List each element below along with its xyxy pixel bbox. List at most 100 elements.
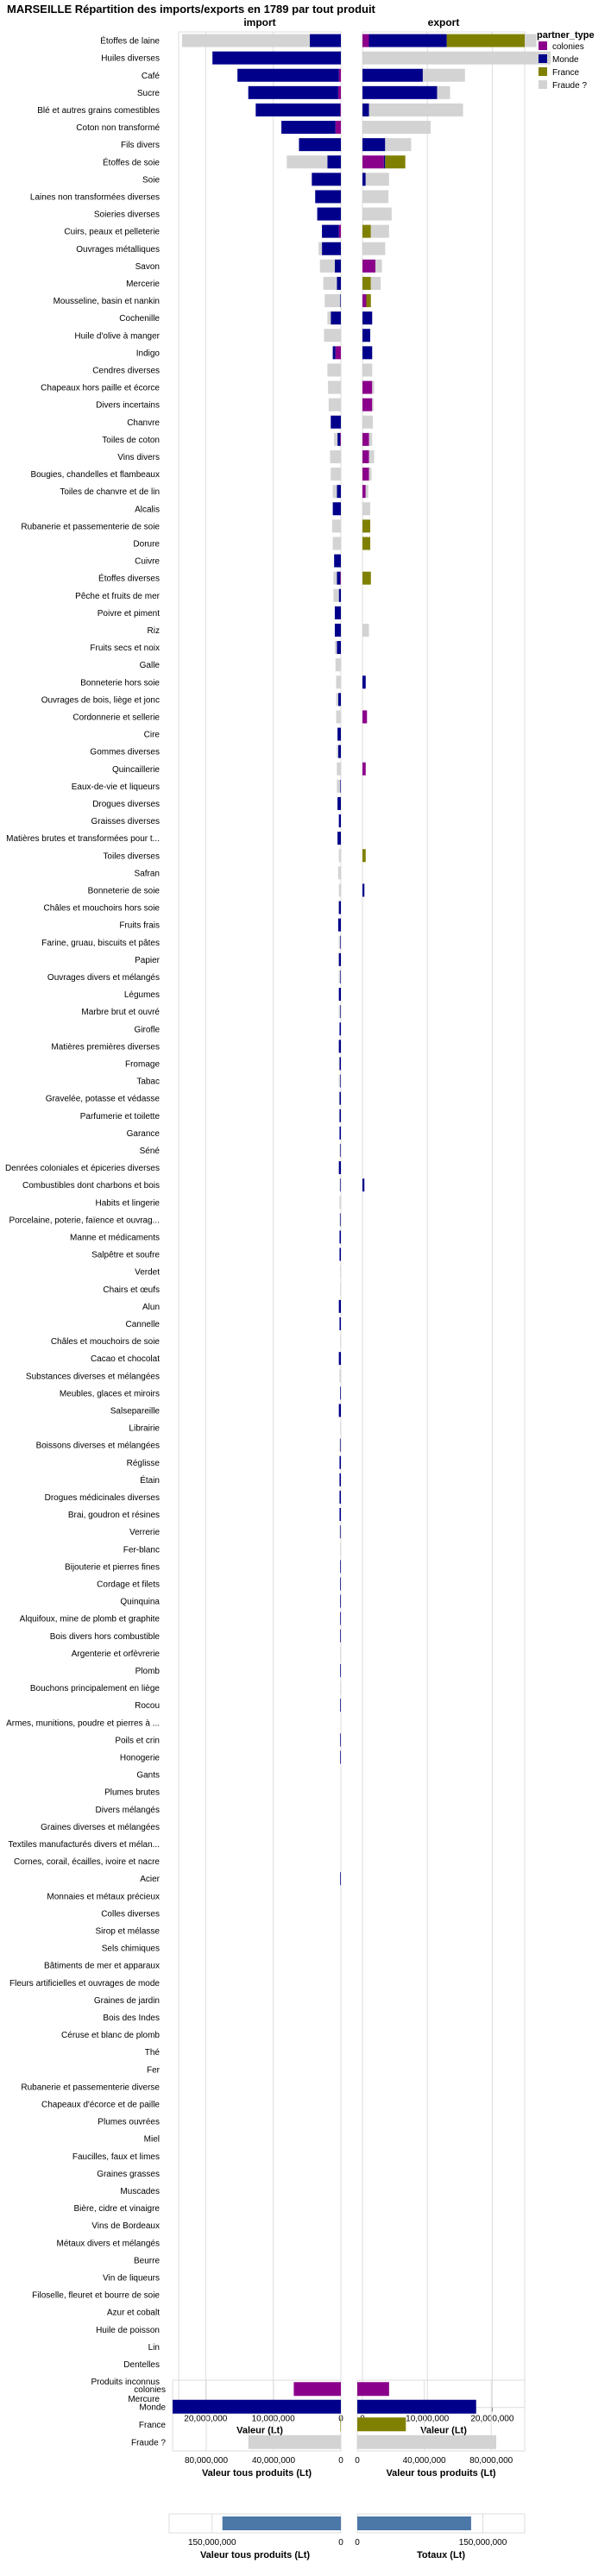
- category-label: Fruits frais: [119, 921, 160, 931]
- import-bar-monde: [327, 155, 341, 169]
- import-bar-fraude: [340, 1282, 341, 1296]
- import-bar-monde: [340, 1005, 341, 1019]
- export-bar-fraude: [372, 380, 375, 394]
- category-label: Toiles de chanvre et de lin: [60, 487, 160, 497]
- export-bar-fraude: [362, 242, 386, 255]
- import-bar-colonies: [335, 346, 341, 360]
- export-bar-france: [362, 537, 371, 550]
- category-label: Divers incertains: [96, 401, 160, 411]
- category-label: Meubles, glaces et miroirs: [60, 1389, 160, 1398]
- chart-title: MARSEILLE Répartition des imports/export…: [7, 3, 376, 16]
- import-bar-monde: [340, 1386, 341, 1400]
- category-label: Graisses diverses: [91, 817, 160, 826]
- category-label: Parfumerie et toilette: [80, 1112, 161, 1122]
- import-bar-monde: [332, 502, 341, 516]
- import-bar-fraude: [334, 432, 338, 446]
- import-bar-fraude: [324, 294, 341, 308]
- import-bar-colonies: [338, 224, 341, 238]
- export-bar-monde: [362, 311, 373, 325]
- import-bar-monde: [340, 779, 341, 793]
- import-bar-monde: [338, 814, 341, 828]
- category-label: Chapeaux hors paille et écorce: [41, 384, 160, 393]
- legend-swatch-fraude: [539, 80, 547, 89]
- import-bar-monde: [315, 190, 341, 204]
- category-label: Fer: [147, 2065, 161, 2075]
- category-label: Cendres diverses: [92, 366, 160, 375]
- import-bar-fraude: [335, 658, 341, 672]
- import-bar-monde: [339, 1508, 341, 1522]
- import-bar-fraude: [339, 1143, 341, 1157]
- export-bar-fraude: [385, 138, 412, 152]
- import-bar-monde: [312, 173, 341, 186]
- import-bar-fraude: [338, 970, 341, 983]
- export-bar-france: [362, 224, 371, 238]
- category-label: Produits inconnus: [91, 2378, 161, 2387]
- import-bar-monde: [337, 796, 341, 810]
- category-label: Armes, munitions, poudre et pierres à ..…: [6, 1718, 160, 1728]
- category-label: Bouchons principalement en liège: [30, 1684, 161, 1693]
- category-label: Azur et cobalt: [107, 2309, 160, 2318]
- import-bar-monde: [212, 51, 341, 65]
- totals-export-bar-france: [357, 2417, 406, 2432]
- import-bar-monde: [340, 1213, 341, 1227]
- export-bar-fraude: [365, 485, 368, 499]
- category-label: Librairie: [129, 1424, 160, 1434]
- export-bar-france: [446, 34, 525, 47]
- category-label: Beurre: [134, 2256, 160, 2265]
- import-bar-fraude: [328, 380, 341, 394]
- category-label: Farine, gruau, biscuits et pâtes: [41, 939, 160, 948]
- import-bar-monde: [339, 1316, 341, 1330]
- grand-x-label-export: Totaux (Lt): [417, 2550, 465, 2560]
- category-label: Bâtiments de mer et apparaux: [44, 1962, 160, 1971]
- category-label: Poils et crin: [115, 1736, 160, 1745]
- category-label: Fromage: [125, 1059, 160, 1069]
- import-bar-fraude: [339, 1196, 341, 1209]
- import-bar-fraude: [337, 866, 341, 880]
- export-bar-monde: [383, 155, 386, 169]
- export-bar-colonies: [362, 710, 368, 724]
- import-bar-colonies: [340, 103, 341, 116]
- import-bar-fraude: [340, 1265, 341, 1279]
- category-label: Métaux divers et mélangés: [56, 2239, 160, 2248]
- category-label: Gants: [136, 1771, 160, 1781]
- category-label: Bière, cidre et vinaigre: [74, 2204, 161, 2214]
- import-bar-monde: [331, 311, 341, 325]
- export-bar-france: [366, 294, 371, 308]
- legend-label: colonies: [552, 42, 584, 52]
- import-bar-monde: [334, 259, 341, 273]
- category-label: Bijouterie et pierres fines: [65, 1562, 160, 1572]
- legend-title: partner_type: [537, 30, 595, 41]
- category-label: Sucre: [137, 89, 161, 98]
- export-bar-fraude: [525, 34, 537, 47]
- export-bar-france: [362, 571, 371, 585]
- import-bar-fraude: [337, 901, 339, 914]
- legend-label: Fraude ?: [552, 81, 587, 91]
- category-label: Graines grasses: [97, 2170, 160, 2179]
- category-label: Toiles de coton: [102, 436, 160, 445]
- totals-export-bar-monde: [357, 2399, 476, 2414]
- import-bar-monde: [340, 1143, 341, 1157]
- category-label: Gommes diverses: [90, 748, 160, 757]
- import-bar-fraude: [340, 1421, 341, 1435]
- import-bar-fraude: [339, 1178, 341, 1192]
- import-bar-monde: [339, 1247, 341, 1261]
- import-bar-monde: [340, 1663, 341, 1677]
- import-bar-fraude: [323, 276, 337, 290]
- category-label: Monnaies et métaux précieux: [47, 1892, 160, 1901]
- totals-category-label: colonies: [134, 2385, 166, 2395]
- import-bar-monde: [338, 1161, 341, 1175]
- grand-x-label-import: Valeur tous produits (Lt): [200, 2550, 310, 2560]
- export-bar-colonies: [362, 762, 366, 776]
- import-bar-monde: [340, 970, 341, 983]
- category-label: Ouvrages divers et mélangés: [47, 973, 160, 983]
- import-bar-monde: [248, 85, 338, 99]
- category-label: Mousseline, basin et nankin: [54, 297, 160, 306]
- category-label: Marbre brut et ouvré: [81, 1008, 160, 1017]
- category-label: Verrerie: [129, 1528, 160, 1537]
- export-bar-fraude: [362, 51, 551, 65]
- facet-frame: [178, 31, 342, 2409]
- category-label: Cire: [144, 731, 161, 740]
- category-label: Thé: [145, 2048, 161, 2058]
- import-bar-monde: [338, 1404, 341, 1417]
